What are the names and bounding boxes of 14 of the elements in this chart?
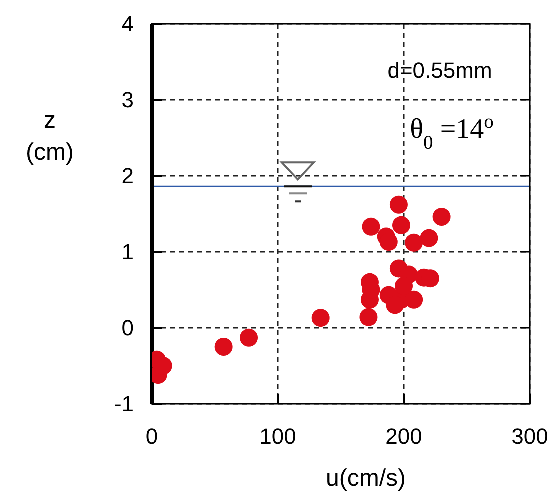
y-tick-label: 3 xyxy=(122,88,134,113)
x-tick-label: 300 xyxy=(512,424,548,449)
annotation: θ$_{0}$ =14$^{o}$ xyxy=(410,112,494,154)
y-axis-title: z (cm) xyxy=(26,107,74,166)
y-tick-label: 4 xyxy=(122,12,134,37)
y-tick-label: 0 xyxy=(122,316,134,341)
y-tick-label: -1 xyxy=(114,392,134,417)
x-axis-title: u(cm/s) xyxy=(326,465,406,492)
y-tick-label: 2 xyxy=(122,164,134,189)
annotation: d=0.55mm xyxy=(388,58,492,83)
x-tick-label: 100 xyxy=(260,424,296,449)
y-tick-label: 1 xyxy=(122,240,134,265)
x-tick-label: 200 xyxy=(386,424,422,449)
x-tick-label: 0 xyxy=(146,424,158,449)
